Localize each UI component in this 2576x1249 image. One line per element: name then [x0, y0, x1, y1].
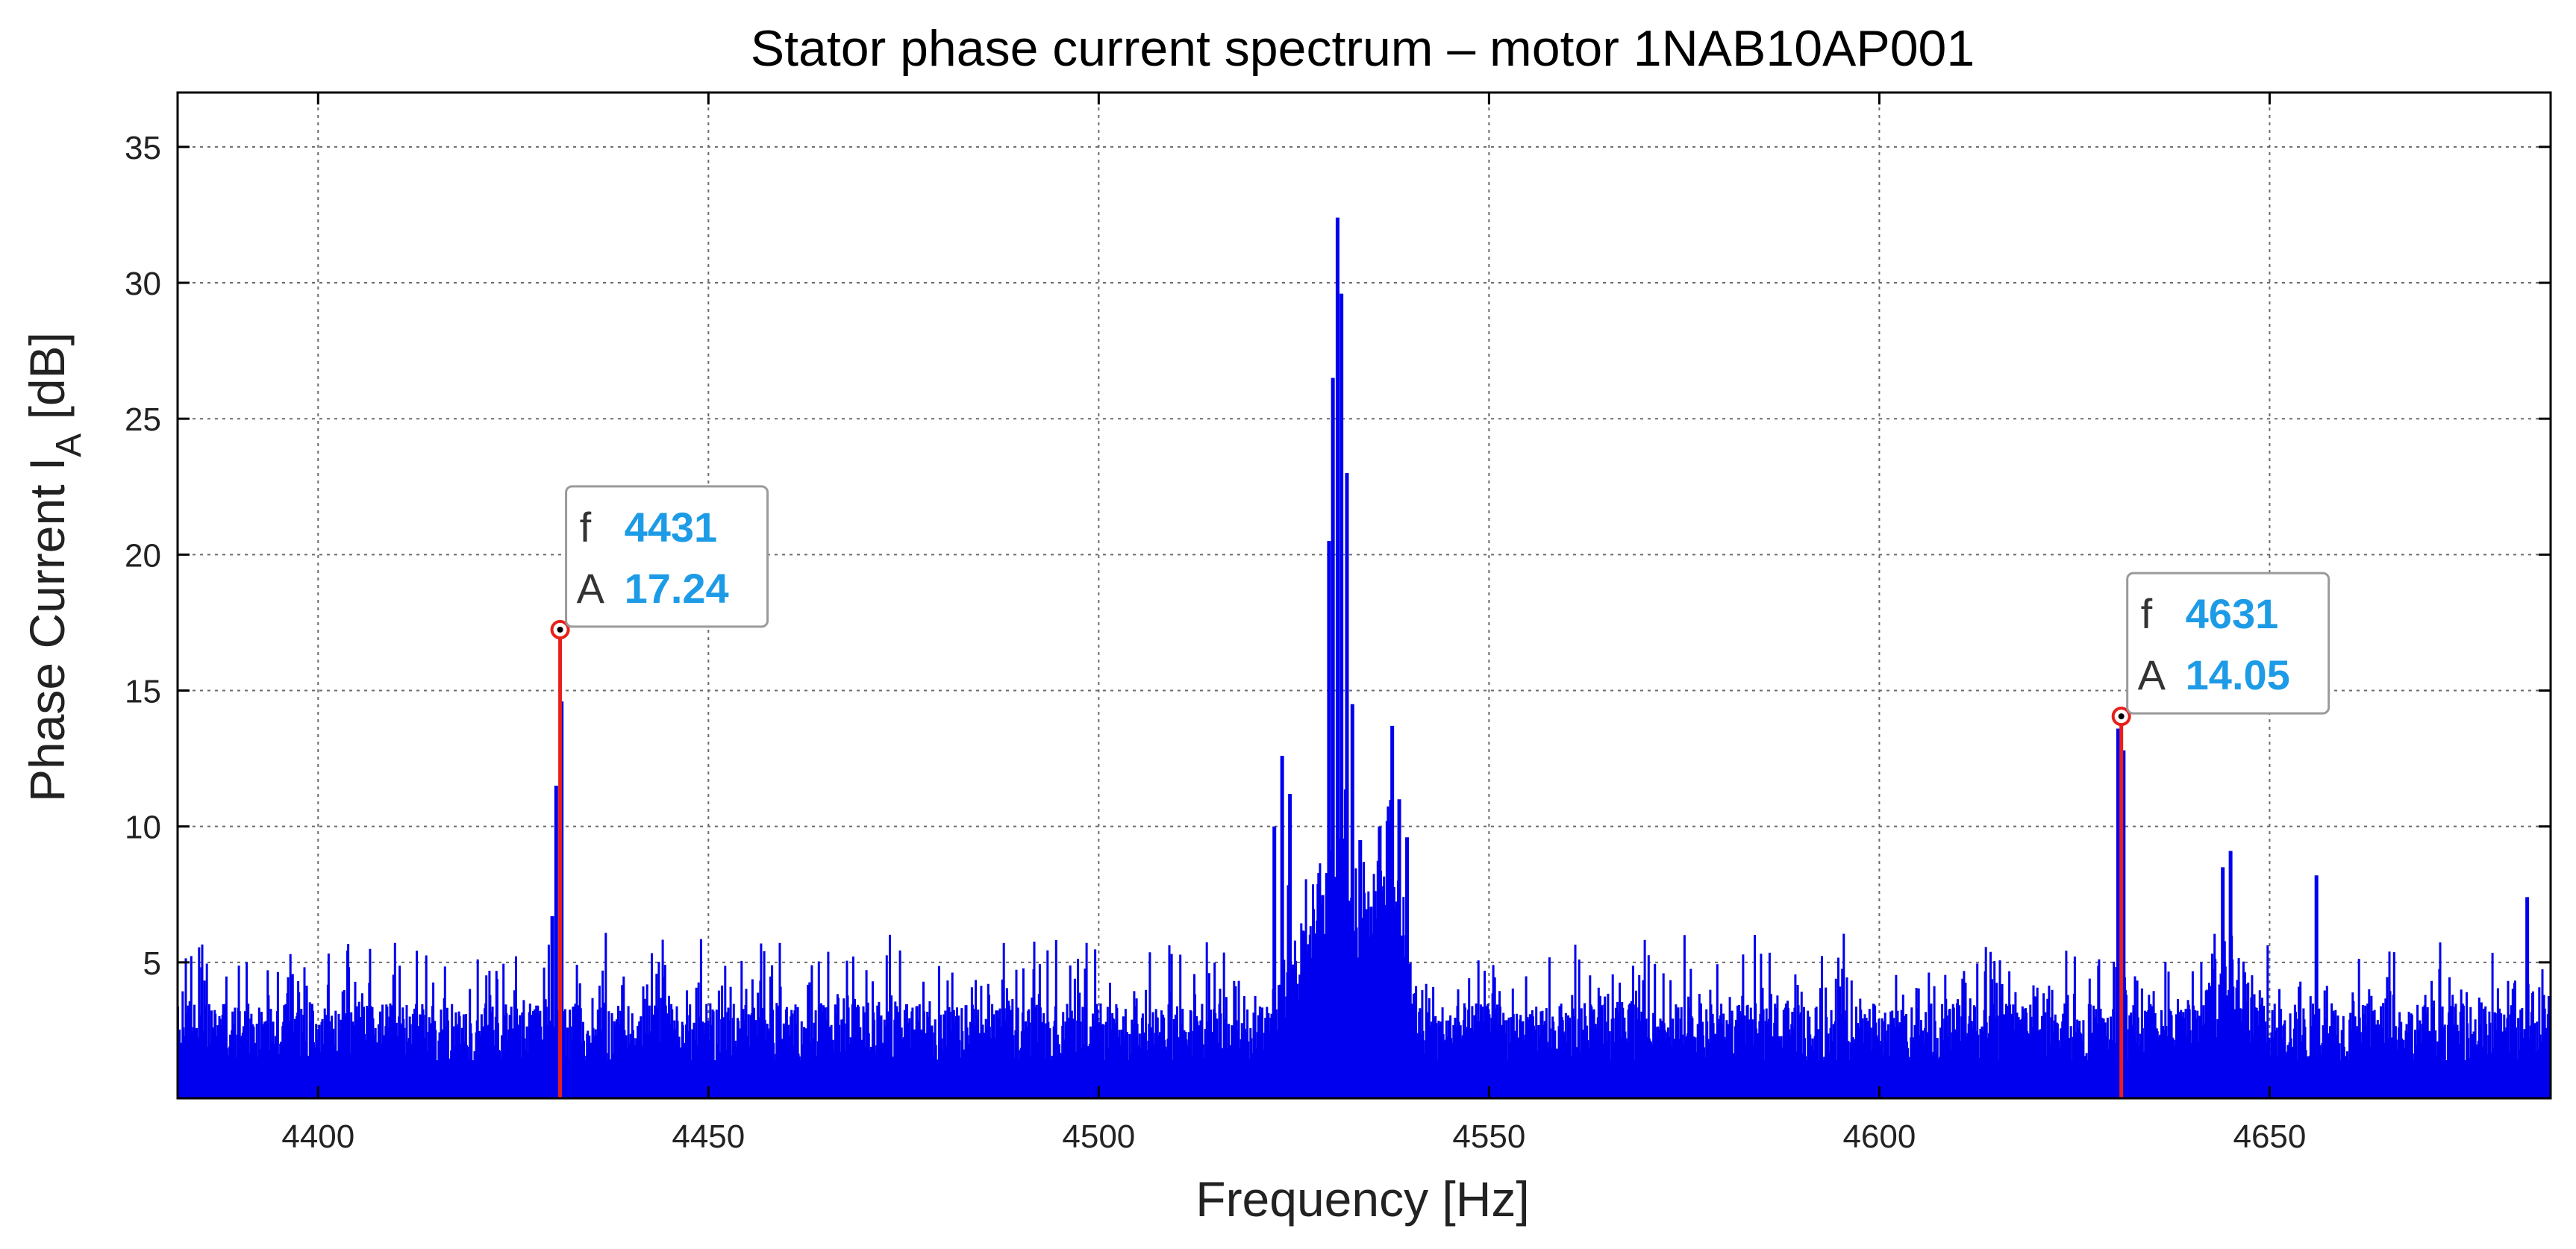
y-tick-label: 30 [125, 266, 161, 302]
marker-tooltip-box [2126, 572, 2330, 715]
x-tick-label: 4450 [672, 1118, 745, 1155]
marker-tooltip: f 4431 A 17.24 [565, 485, 769, 628]
y-axis-label-sub: A [49, 433, 89, 457]
y-axis-label-unit: [dB] [19, 332, 75, 433]
marker-f-key: f [580, 504, 592, 551]
y-tick-label: 15 [125, 674, 161, 710]
marker-a-value: 17.24 [625, 565, 729, 612]
y-tick-label: 35 [125, 130, 161, 166]
marker-dot [2118, 713, 2125, 720]
marker-a-key: A [577, 565, 605, 612]
x-tick-label: 4500 [1062, 1118, 1135, 1155]
tick-labels: 4400 4450 4500 4550 4600 4650 5 10 15 20 25 30 35 [125, 130, 2306, 1155]
chart-title: Stator phase current spectrum – motor 1N… [751, 20, 1975, 77]
y-tick-label: 25 [125, 401, 161, 438]
marker-a-value: 14.05 [2186, 651, 2290, 698]
y-axis-label-main: Phase Current I [19, 457, 75, 802]
axes-frame [176, 91, 2552, 1100]
noise-bars [177, 775, 2551, 1098]
x-axis-label: Frequency [Hz] [1195, 1171, 1530, 1227]
x-tick-label: 4550 [1452, 1118, 1525, 1155]
marker-tooltip: f 4631 A 14.05 [2126, 572, 2330, 715]
marker-f-value: 4431 [625, 504, 718, 551]
y-axis-label: Phase Current IA [dB] [19, 332, 89, 802]
marker-a-key: A [2138, 651, 2166, 698]
marker-f-key: f [2141, 590, 2153, 637]
spectrum-series [177, 217, 2551, 1098]
y-tick-label: 5 [143, 945, 161, 982]
y-tick-label: 20 [125, 537, 161, 574]
x-tick-label: 4400 [281, 1118, 354, 1155]
plot-frame [176, 91, 2552, 1100]
x-tick-label: 4600 [1842, 1118, 1916, 1155]
y-tick-label: 10 [125, 810, 161, 846]
marker-tooltip-box [565, 485, 769, 628]
marker-f-value: 4631 [2186, 590, 2279, 637]
marker-dot [557, 626, 563, 633]
x-tick-label: 4650 [2233, 1118, 2306, 1155]
markers: f 4431 A 17.24 f 4631 A 14.05 [550, 485, 2330, 1098]
